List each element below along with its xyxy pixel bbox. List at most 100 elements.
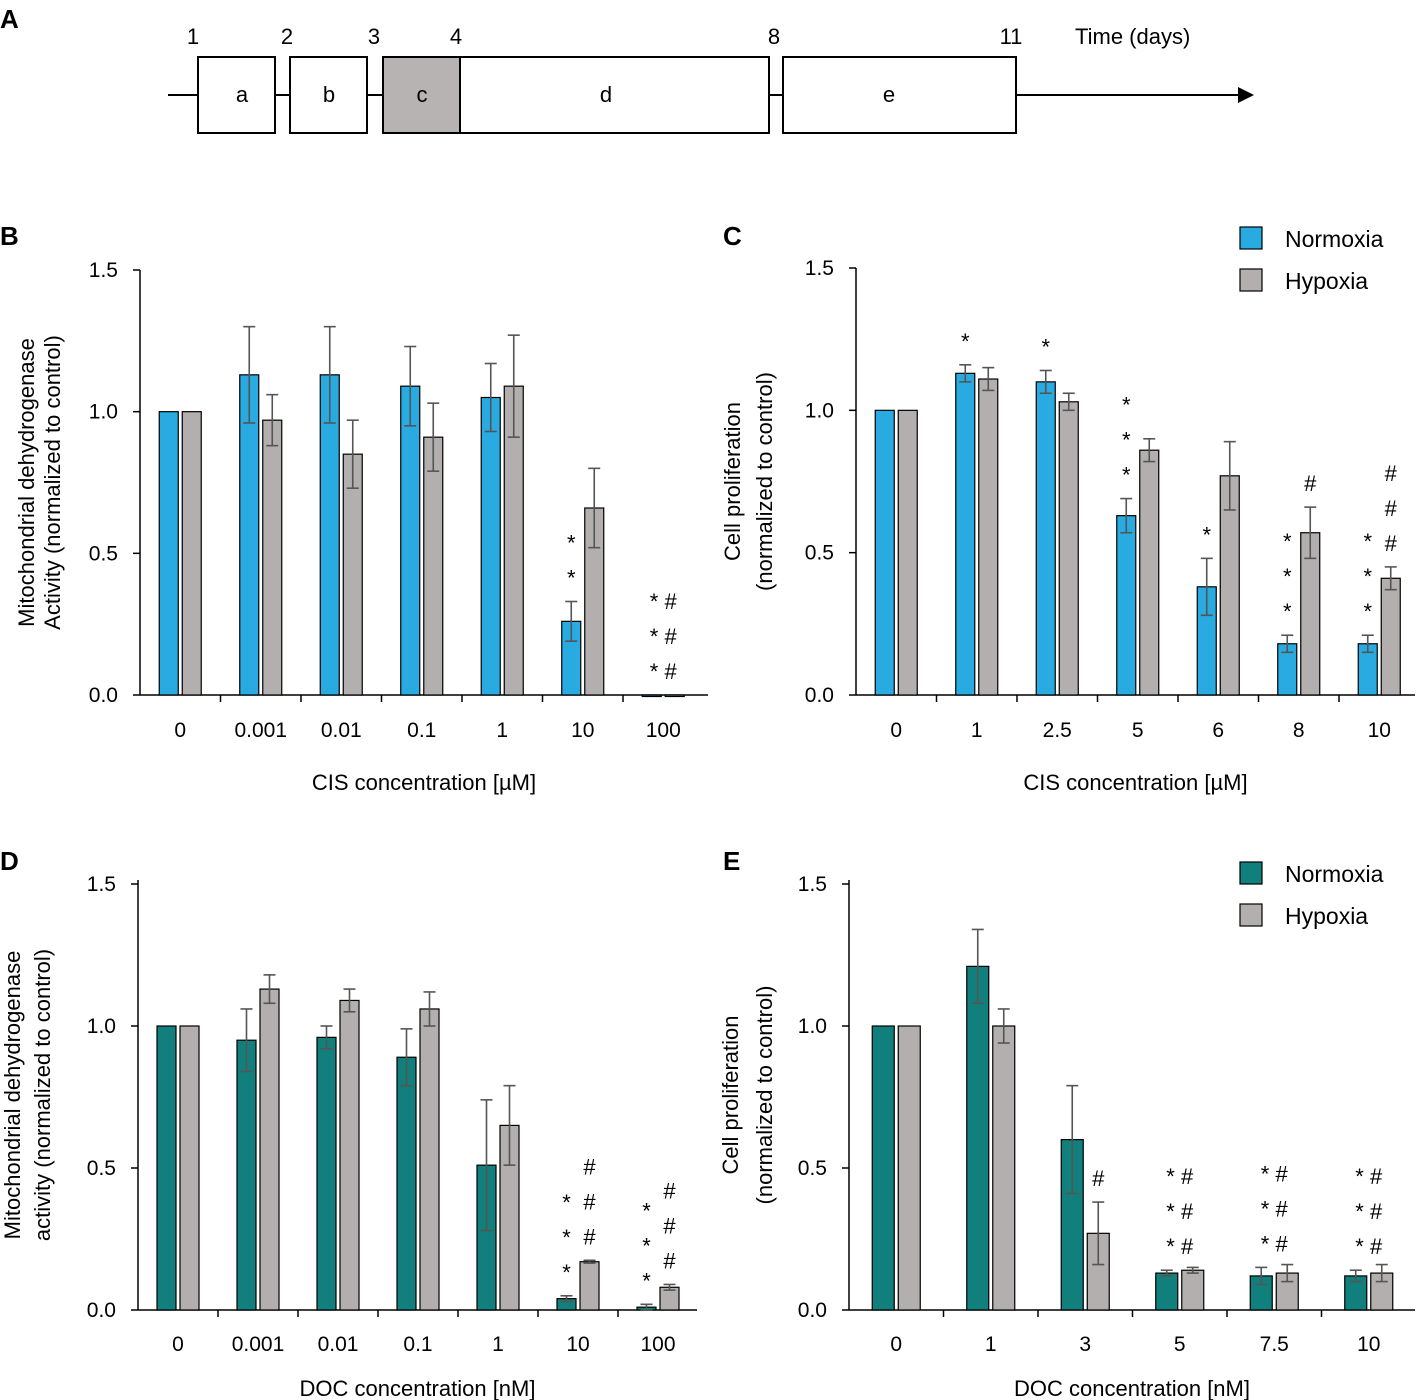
- panel-e-chart: E 0.0 0.5 1.0 1.5 Cell proliferation (normaliz…: [718, 846, 1415, 1400]
- bar-hypoxia: [419, 1008, 440, 1311]
- bar-normoxia: [641, 694, 662, 698]
- timeline-time-label: Time (days): [1075, 24, 1190, 49]
- legend-label: Hypoxia: [1285, 268, 1368, 294]
- significance-marker: #: [1385, 461, 1398, 486]
- x-tick-label: 0.1: [407, 719, 436, 742]
- bar-hypoxia: [978, 378, 999, 696]
- bar-hypoxia: [339, 999, 360, 1311]
- x-tick-label: 5: [1174, 1333, 1186, 1356]
- bar-hypoxia: [897, 409, 918, 696]
- y-axis-label: Mitochondrial dehydrogenase: [14, 338, 39, 627]
- x-axis-label: CIS concentration [µM]: [312, 770, 536, 795]
- day-tick: 11: [1000, 24, 1023, 49]
- phase-label: c: [417, 82, 428, 107]
- legend-swatch-hypoxia: [1239, 903, 1263, 927]
- panel-c-chart: C 0.0 0.5 1.0 1.5 Cell proliferation (normaliz…: [720, 221, 1415, 795]
- day-tick: 1: [187, 24, 199, 49]
- significance-marker: * #: [1355, 1199, 1383, 1224]
- legend-swatch-hypoxia: [1239, 268, 1263, 292]
- significance-marker: *: [562, 1190, 571, 1215]
- x-tick-label: 0.01: [318, 1333, 359, 1356]
- bar-normoxia: [236, 1039, 257, 1311]
- day-tick: 3: [368, 24, 380, 49]
- significance-marker: *: [1122, 393, 1131, 418]
- significance-marker: *: [562, 1260, 571, 1285]
- panel-a-label: A: [0, 4, 19, 34]
- significance-marker: #: [663, 1213, 676, 1238]
- panel-label: C: [723, 221, 742, 251]
- bar-hypoxia: [179, 1025, 200, 1311]
- bar-normoxia: [955, 372, 976, 696]
- y-tick-label: 0.0: [87, 1299, 116, 1322]
- legend-label: Normoxia: [1285, 861, 1384, 887]
- bar-normoxia: [156, 1025, 177, 1311]
- x-tick-label: 8: [1293, 719, 1305, 742]
- bar-normoxia: [871, 1025, 895, 1311]
- panel-a: A Time (days) 1 2 3 4 8 11 a b c d e: [0, 4, 1254, 134]
- significance-marker: *: [1283, 599, 1292, 624]
- x-tick-label: 100: [640, 1333, 675, 1356]
- significance-marker: *: [1202, 522, 1211, 547]
- significance-marker: * #: [1166, 1199, 1194, 1224]
- bar-hypoxia: [262, 419, 283, 696]
- bar-hypoxia: [579, 1261, 600, 1311]
- y-axis-label: (normalized to control): [752, 372, 777, 591]
- x-tick-label: 0.001: [234, 719, 287, 742]
- significance-marker: *: [1363, 564, 1372, 589]
- y-tick-label: 1.0: [87, 1015, 116, 1038]
- significance-marker: * #: [1261, 1161, 1289, 1186]
- phase-box-e: [782, 56, 1017, 134]
- panel-label: D: [0, 846, 19, 876]
- significance-marker: *: [1283, 529, 1292, 554]
- bar-hypoxia: [259, 988, 280, 1311]
- significance-marker: *: [642, 1198, 651, 1223]
- y-tick-label: 1.0: [805, 399, 834, 422]
- significance-marker: #: [1385, 531, 1398, 556]
- significance-marker: *: [567, 531, 576, 556]
- significance-marker: * #: [1166, 1234, 1194, 1259]
- bar-hypoxia: [342, 453, 363, 696]
- y-tick-label: 1.5: [87, 873, 116, 896]
- bar-normoxia: [1155, 1272, 1179, 1311]
- y-tick-label: 0.5: [805, 542, 834, 565]
- significance-marker: *: [562, 1225, 571, 1250]
- significance-marker: *: [567, 566, 576, 591]
- y-tick-label: 0.5: [87, 1157, 116, 1180]
- y-tick-label: 1.0: [89, 401, 118, 424]
- x-tick-label: 0: [890, 1333, 902, 1356]
- significance-marker: #: [583, 1189, 596, 1214]
- x-axis-label: CIS concentration [µM]: [1023, 770, 1247, 795]
- x-tick-label: 7.5: [1260, 1333, 1289, 1356]
- significance-marker: #: [583, 1224, 596, 1249]
- legend-label: Normoxia: [1285, 226, 1384, 252]
- bar-normoxia: [966, 965, 990, 1311]
- bar-normoxia: [400, 385, 421, 696]
- significance-marker: *: [1283, 564, 1292, 589]
- x-tick-label: 0: [890, 719, 902, 742]
- significance-marker: * #: [650, 624, 678, 649]
- bar-normoxia: [1116, 515, 1137, 696]
- y-tick-label: 1.5: [805, 257, 834, 280]
- bar-normoxia: [158, 411, 179, 696]
- significance-marker: *: [1041, 334, 1050, 359]
- x-axis-label: DOC concentration [nM]: [300, 1376, 536, 1400]
- bar-hypoxia: [181, 411, 202, 696]
- y-tick-label: 1.0: [798, 1015, 827, 1038]
- y-axis-label: Cell proliferation: [720, 402, 745, 561]
- panel-b-chart: B 0.0 0.5 1.0 1.5 Mitochondrial dehydrogenase…: [0, 221, 708, 795]
- significance-marker: * #: [650, 589, 678, 614]
- x-tick-label: 1: [985, 1333, 997, 1356]
- bar-normoxia: [480, 396, 501, 696]
- x-tick-label: 1: [496, 719, 508, 742]
- significance-marker: *: [1122, 463, 1131, 488]
- phase-box-b: [289, 56, 368, 134]
- legend-swatch-normoxia: [1239, 861, 1263, 885]
- legend-label: Hypoxia: [1285, 903, 1368, 929]
- day-tick: 4: [450, 24, 462, 49]
- y-axis-label: (normalized to control): [752, 986, 777, 1205]
- x-tick-label: 10: [566, 1333, 589, 1356]
- day-tick: 2: [281, 24, 293, 49]
- significance-marker: #: [663, 1248, 676, 1273]
- x-tick-label: 5: [1132, 719, 1144, 742]
